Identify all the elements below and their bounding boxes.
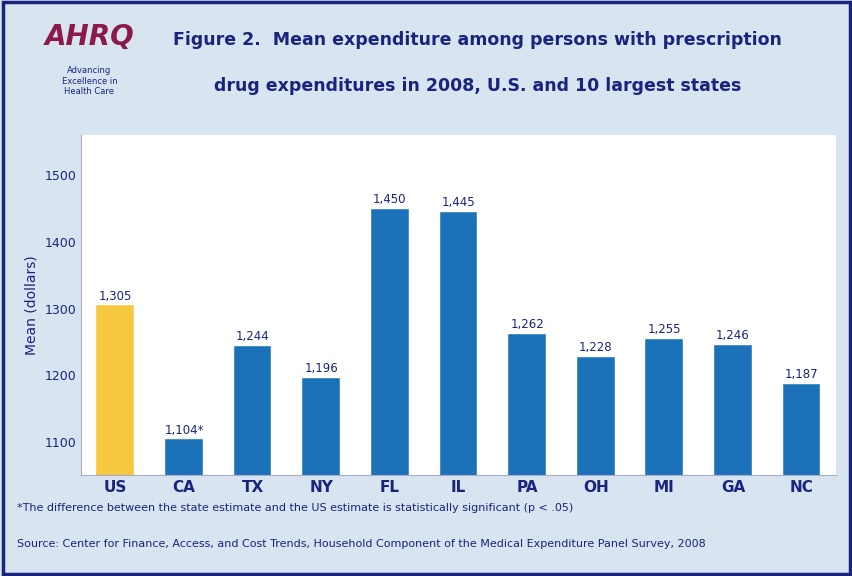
Bar [96, 305, 134, 576]
Bar [302, 378, 340, 576]
Text: 1,246: 1,246 [716, 329, 749, 342]
Bar [439, 212, 477, 576]
Text: 1,450: 1,450 [372, 193, 406, 206]
Text: 1,187: 1,187 [784, 368, 817, 381]
Text: 1,305: 1,305 [99, 290, 132, 302]
Text: 1,445: 1,445 [441, 196, 475, 209]
Text: *The difference between the state estimate and the US estimate is statistically : *The difference between the state estima… [17, 503, 573, 513]
Text: AHRQ: AHRQ [44, 24, 134, 51]
Bar [576, 357, 614, 576]
Bar [713, 344, 751, 576]
Y-axis label: Mean (dollars): Mean (dollars) [25, 255, 38, 355]
Text: 1,262: 1,262 [509, 319, 544, 331]
Text: drug expenditures in 2008, U.S. and 10 largest states: drug expenditures in 2008, U.S. and 10 l… [214, 77, 740, 95]
Text: 1,244: 1,244 [235, 330, 269, 343]
Bar [782, 384, 820, 576]
Text: 1,255: 1,255 [647, 323, 681, 336]
Text: Source: Center for Finance, Access, and Cost Trends, Household Component of the : Source: Center for Finance, Access, and … [17, 539, 705, 550]
Text: Figure 2.  Mean expenditure among persons with prescription: Figure 2. Mean expenditure among persons… [173, 31, 781, 49]
Text: Advancing
Excellence in
Health Care: Advancing Excellence in Health Care [61, 66, 117, 96]
Bar [645, 339, 682, 576]
Text: 1,104*: 1,104* [164, 423, 204, 437]
Text: 1,228: 1,228 [579, 341, 612, 354]
Bar [165, 439, 203, 576]
Bar [371, 209, 408, 576]
Text: 1,196: 1,196 [304, 362, 337, 375]
Bar [508, 334, 545, 576]
Bar [233, 346, 271, 576]
